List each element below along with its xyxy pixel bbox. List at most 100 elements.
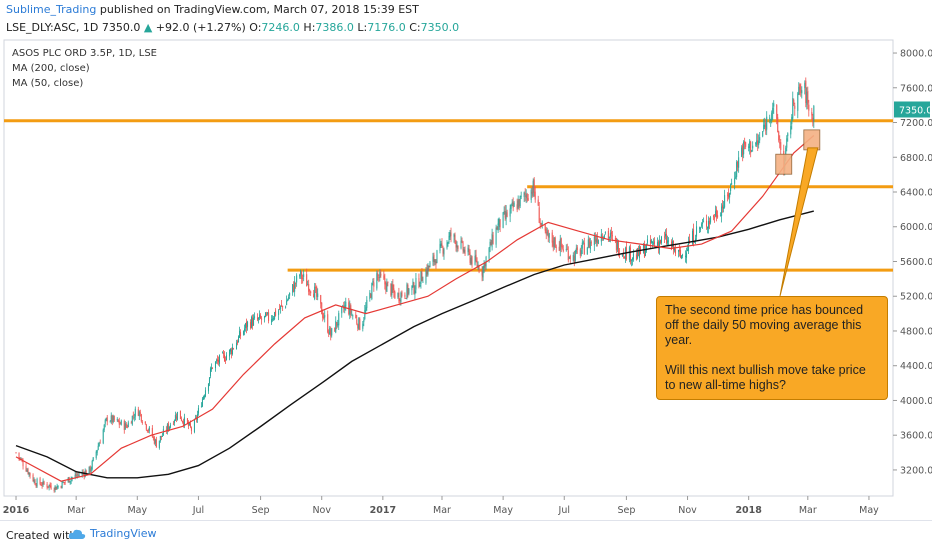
- last-price: 7350.0: [101, 21, 141, 34]
- candle-body: [152, 437, 154, 439]
- candle-body: [48, 484, 50, 488]
- candle-body: [552, 240, 554, 247]
- candle-body: [117, 419, 119, 422]
- candle-body: [106, 417, 108, 422]
- candle-body: [568, 257, 570, 259]
- candle-body: [456, 244, 458, 248]
- candle-body: [217, 359, 219, 363]
- candle-body: [442, 247, 444, 254]
- candle-body: [709, 220, 711, 225]
- x-tick-label-8: May: [493, 505, 513, 516]
- candle-body: [643, 244, 645, 257]
- ma50-line: [15, 135, 815, 482]
- candle-body: [187, 422, 189, 427]
- candle-body: [292, 284, 294, 293]
- price-chart[interactable]: 3200.0 3600.0 4000.0 4400.0 4800.0 5200.0 5600…: [0, 38, 932, 520]
- chart-area[interactable]: 3200.0 3600.0 4000.0 4400.0 4800.0 5200.0 5600…: [0, 38, 932, 520]
- candle-body: [530, 189, 532, 200]
- candle-body: [76, 475, 78, 477]
- candle-body: [652, 242, 654, 244]
- candle-body: [758, 140, 760, 146]
- candle-body: [158, 440, 160, 449]
- candle-body: [140, 414, 142, 422]
- candle-body: [271, 319, 273, 323]
- candle-body: [237, 341, 239, 344]
- candle-body: [766, 116, 768, 130]
- candle-body: [27, 469, 29, 474]
- candle-body: [604, 232, 606, 234]
- candle-body: [168, 426, 170, 430]
- candle-body: [61, 481, 63, 489]
- candle-body: [717, 215, 719, 218]
- candle-body: [18, 452, 20, 458]
- x-tick-label-1: Mar: [67, 505, 85, 516]
- candle-body: [715, 210, 717, 216]
- candle-body: [526, 193, 528, 199]
- candle-body: [575, 248, 577, 253]
- candle-body: [674, 247, 676, 251]
- candle-body: [738, 157, 740, 168]
- candle-body: [232, 347, 234, 354]
- candle-body: [762, 131, 764, 137]
- candle-body: [484, 262, 486, 268]
- candle-body: [440, 243, 442, 247]
- candle-body: [476, 260, 478, 267]
- candle-body: [251, 317, 253, 328]
- chart-legend: ASOS PLC ORD 3.5P, 1D, LSE MA (200, clos…: [12, 46, 157, 91]
- author-link[interactable]: Sublime_Trading: [6, 3, 97, 16]
- candle-body: [611, 235, 613, 237]
- candle-body: [268, 312, 270, 321]
- candle-body: [15, 452, 17, 454]
- candle-body: [113, 415, 115, 421]
- legend-ma200[interactable]: MA (200, close): [12, 63, 90, 74]
- candle-body: [511, 202, 513, 204]
- symbol-info: LSE_DLY:ASC, 1D: [6, 21, 99, 34]
- candle-body: [175, 416, 177, 419]
- candle-body: [226, 355, 228, 361]
- candle-body: [703, 221, 705, 223]
- candle-body: [547, 230, 549, 237]
- candle-body: [443, 249, 445, 255]
- candle-body: [379, 272, 381, 278]
- candle-body: [273, 317, 275, 320]
- candle-body: [310, 291, 312, 294]
- last-price-badge: [894, 101, 930, 118]
- candle-body: [617, 241, 619, 255]
- candle-body: [26, 470, 28, 472]
- candle-body: [545, 228, 547, 235]
- candle-body: [743, 141, 745, 155]
- candle-body: [805, 80, 807, 104]
- candle-body: [111, 415, 113, 423]
- candle-body: [701, 224, 703, 226]
- annotation-callout: The second time price has bounced off th…: [656, 296, 888, 400]
- candle-body: [548, 233, 550, 238]
- candle-body: [209, 368, 211, 377]
- candle-body: [60, 486, 62, 488]
- candle-body: [800, 89, 802, 93]
- candle-body: [749, 141, 751, 148]
- candle-body: [554, 237, 556, 248]
- candle-body: [531, 191, 533, 194]
- candle-body: [594, 236, 596, 242]
- candle-body: [720, 215, 722, 217]
- candle-body: [610, 231, 612, 235]
- candle-body: [588, 238, 590, 248]
- candle-body: [457, 245, 459, 249]
- legend-ma50[interactable]: MA (50, close): [12, 78, 84, 89]
- candle-body: [792, 98, 794, 119]
- candle-body: [414, 290, 416, 295]
- candle-body: [299, 275, 301, 277]
- tradingview-logo[interactable]: TradingView: [68, 527, 156, 540]
- candle-body: [196, 413, 198, 420]
- candle-body: [125, 423, 127, 427]
- candle-body: [306, 274, 308, 287]
- candle-body: [39, 478, 41, 484]
- candle-body: [461, 240, 463, 242]
- candle-body: [174, 415, 176, 421]
- candle-body: [660, 236, 662, 243]
- candle-body: [483, 263, 485, 269]
- candle-body: [682, 254, 684, 256]
- x-tick-label-6: 2017: [370, 505, 396, 516]
- candle-body: [166, 424, 168, 432]
- candle-body: [455, 240, 457, 248]
